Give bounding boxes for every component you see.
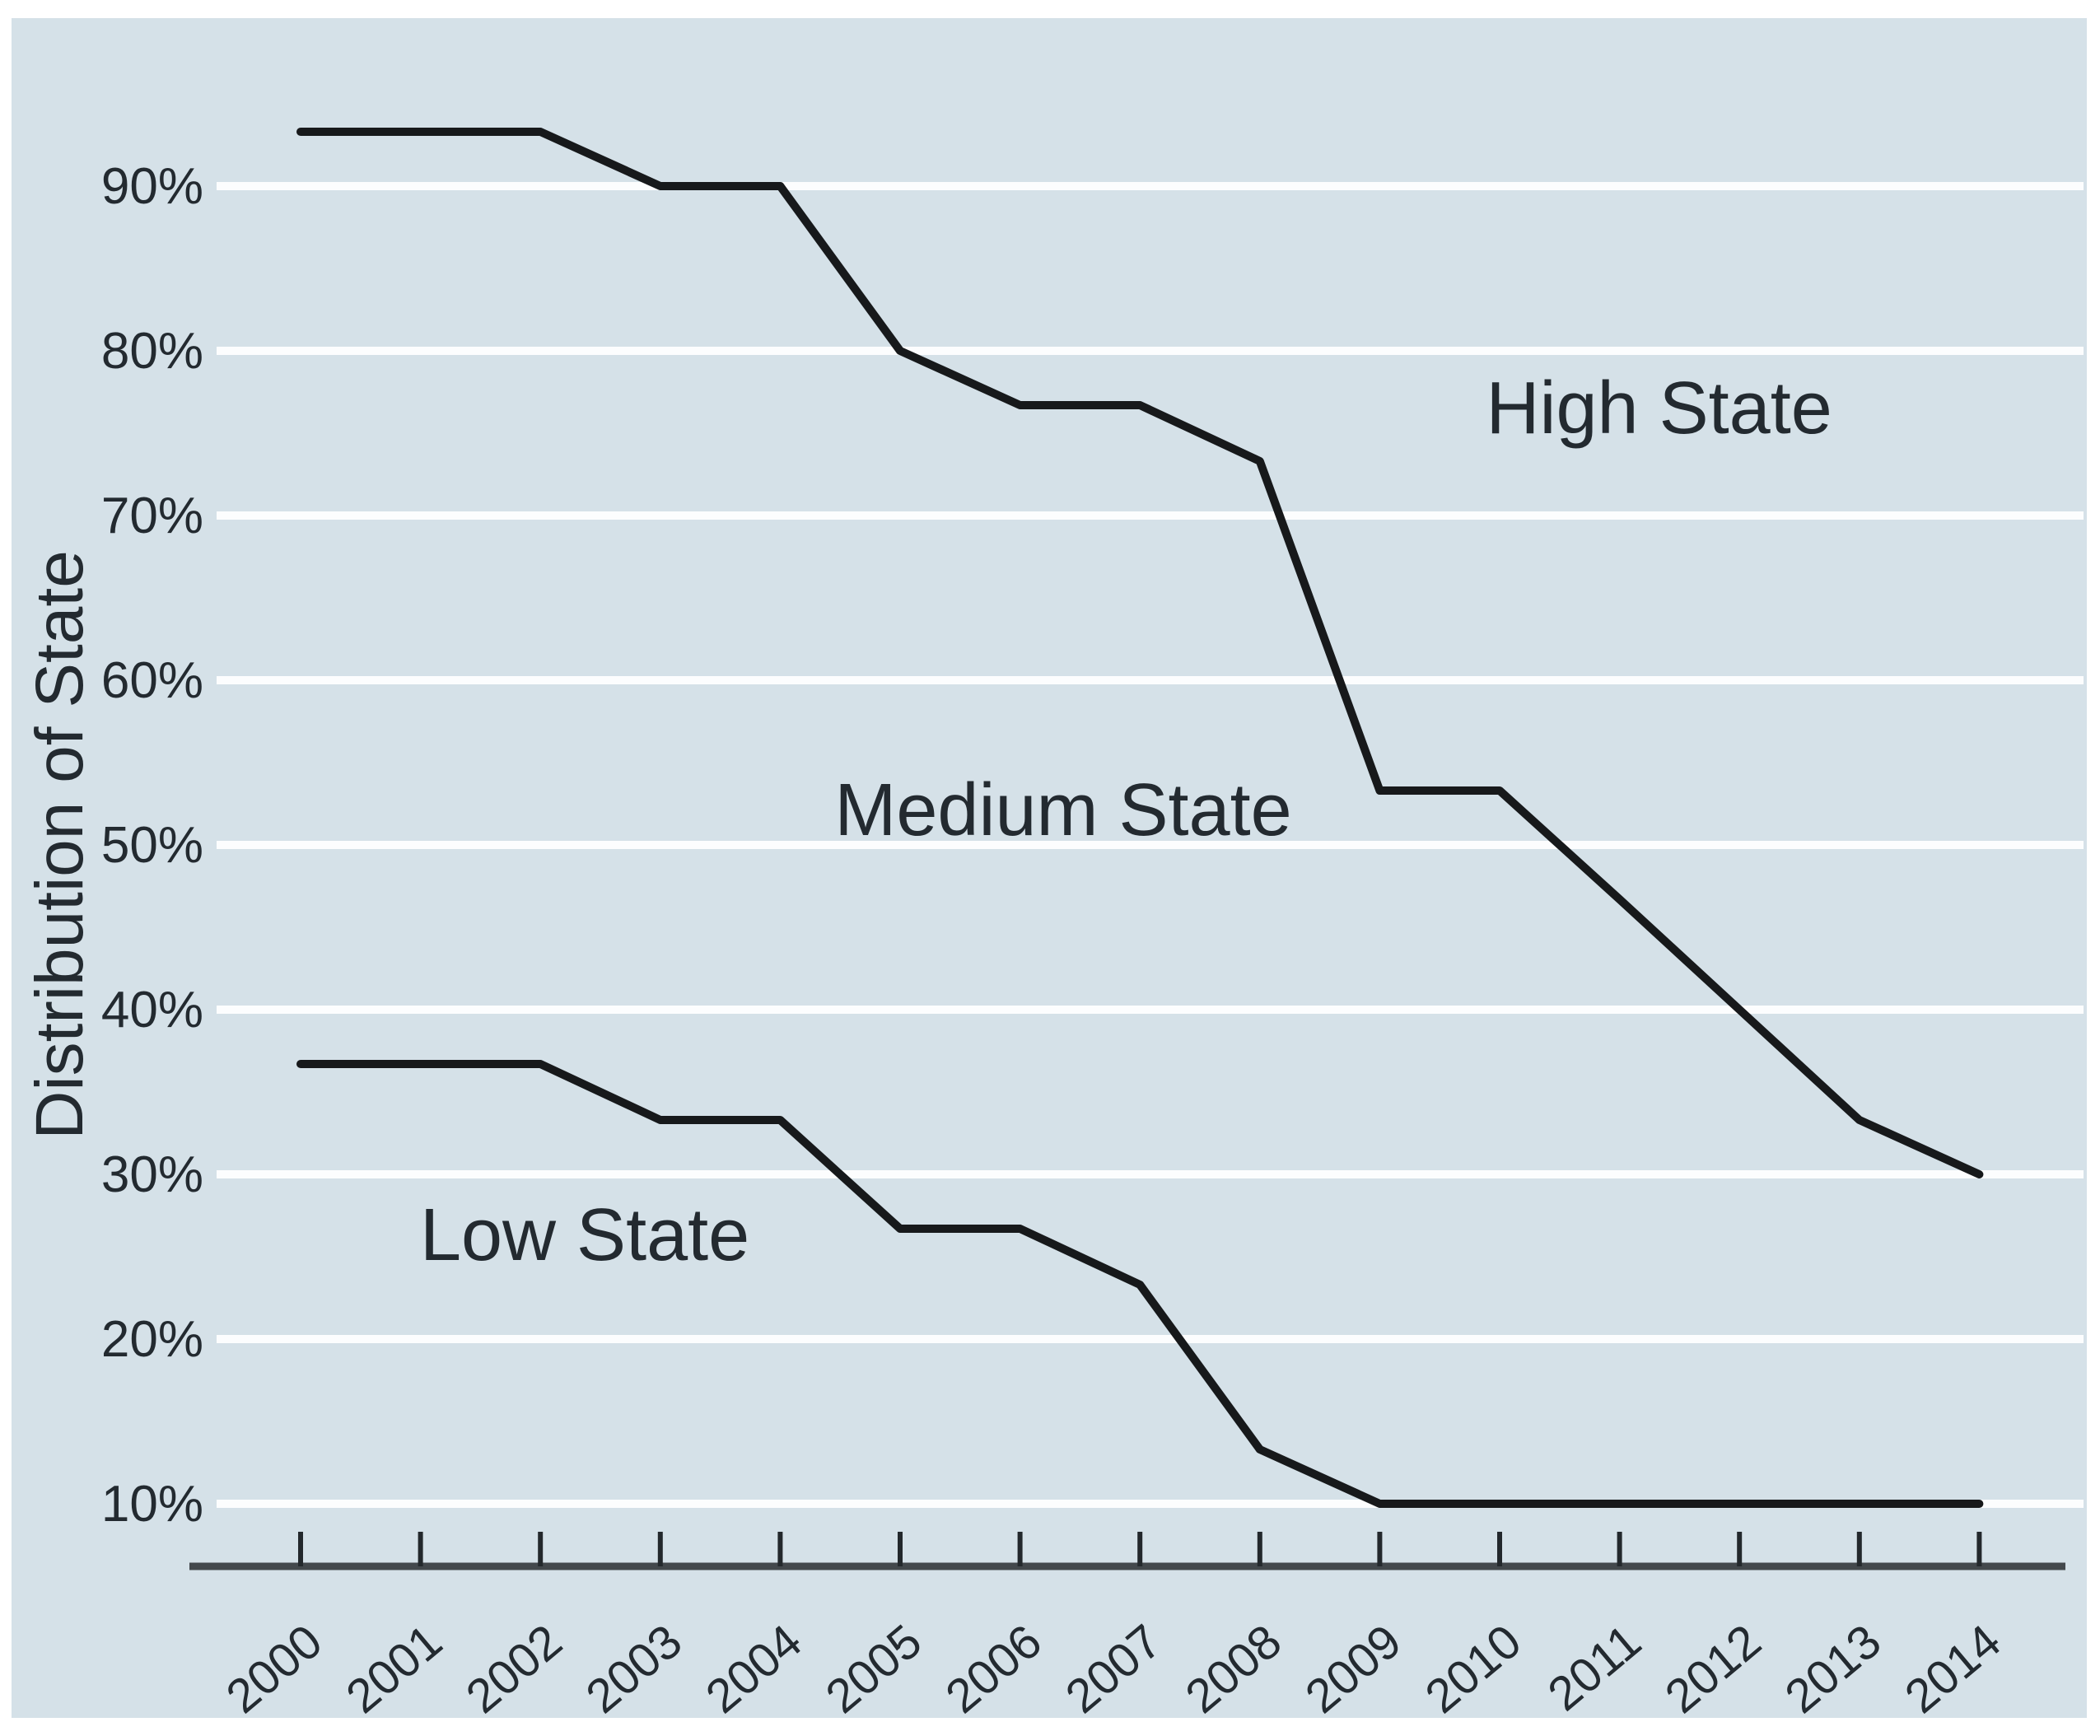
y-tick-label-90: 90% xyxy=(101,158,203,215)
region-label-low-state: Low State xyxy=(420,1194,749,1276)
series-lines xyxy=(296,128,1984,1508)
y-tick-label-70: 70% xyxy=(101,488,203,544)
region-labels: High State Medium State Low State xyxy=(420,367,1832,1276)
y-tick-label-80: 80% xyxy=(101,323,203,380)
y-tick-label-50: 50% xyxy=(101,817,203,874)
y-tick-label-20: 20% xyxy=(101,1311,203,1368)
region-label-high-state: High State xyxy=(1486,367,1832,450)
y-axis-title: Distribution of State xyxy=(22,550,97,1140)
chart-panel xyxy=(12,18,2087,1718)
region-label-medium-state: Medium State xyxy=(834,769,1291,852)
x-axis-tick-marks xyxy=(298,1532,1982,1566)
y-tick-label-40: 40% xyxy=(101,982,203,1038)
y-tick-label-10: 10% xyxy=(101,1476,203,1533)
y-tick-label-30: 30% xyxy=(101,1146,203,1203)
lower-boundary-below-medium-state-line xyxy=(296,1060,1984,1508)
y-axis-tick-labels: 90% 80% 70% 60% 50% 40% 30% 20% 10% xyxy=(101,158,203,1533)
y-tick-label-60: 60% xyxy=(101,652,203,709)
upper-boundary-below-high-state-line xyxy=(296,128,1984,1178)
gridline-group xyxy=(217,182,2084,1508)
